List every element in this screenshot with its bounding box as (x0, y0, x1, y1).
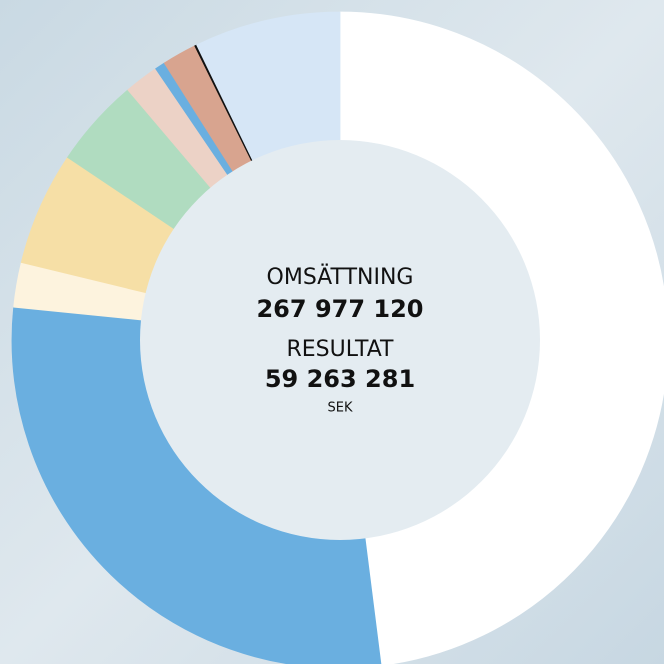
result-value: 59 263 281 (265, 365, 415, 393)
revenue-value: 267 977 120 (256, 295, 423, 323)
unit: SEK (328, 401, 353, 416)
revenue-label: OMSÄTTNING (267, 264, 414, 290)
chart: OMSÄTTNING 267 977 120 RESULTAT 59 263 2… (0, 0, 664, 664)
result-label: RESULTAT (287, 337, 395, 362)
